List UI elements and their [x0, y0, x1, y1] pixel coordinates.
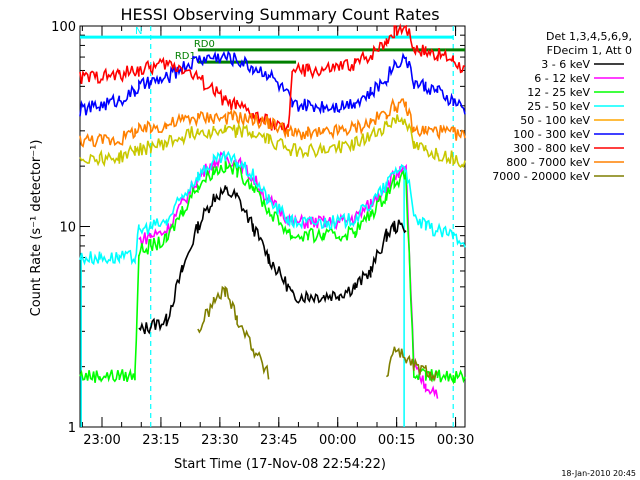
- legend-entry-label: 800 - 7000 keV: [506, 156, 590, 169]
- series-line: [197, 285, 438, 383]
- series-line: [79, 50, 466, 117]
- x-tick-label: 23:15: [142, 433, 179, 448]
- x-tick-label: 00:30: [437, 433, 474, 448]
- legend-entry-label: 50 - 100 keV: [520, 114, 590, 127]
- x-axis-label: Start Time (17-Nov-08 22:54:22): [174, 457, 386, 472]
- legend-header: Det 1,3,4,5,6,9,: [546, 30, 632, 43]
- x-tick-label: 23:45: [260, 433, 297, 448]
- legend-entry-label: 12 - 25 keV: [527, 86, 590, 99]
- legend-entry-label: 7000 - 20000 keV: [492, 170, 590, 183]
- legend: Det 1,3,4,5,6,9,FDecim 1, Att 03 - 6 keV…: [492, 30, 632, 183]
- footer-timestamp: 18-Jan-2010 20:45: [561, 469, 636, 478]
- annotation-label: RD0: [194, 39, 215, 50]
- y-tick-label: 10: [59, 221, 76, 236]
- legend-entry-label: 300 - 800 keV: [513, 142, 590, 155]
- chart-title: HESSI Observing Summary Count Rates: [120, 5, 439, 24]
- series-line: [79, 114, 466, 169]
- annotation-label: N: [135, 26, 142, 37]
- series-line: [79, 97, 466, 148]
- legend-entry-label: 100 - 300 keV: [513, 128, 590, 141]
- series-line: [138, 185, 407, 335]
- legend-header: FDecim 1, Att 0: [547, 44, 632, 57]
- series-line: [138, 150, 439, 399]
- series-line: [79, 159, 466, 385]
- x-tick-label: 23:30: [201, 433, 238, 448]
- series-line: [79, 150, 466, 266]
- annotation-label: RD1: [175, 51, 196, 62]
- y-axis-label: Count Rate (s⁻¹ detector⁻¹): [29, 140, 44, 317]
- plot-area: 1 10 100 23:00 23:15 23:30 23:45 00:00 00:15 00:3…: [51, 20, 474, 448]
- legend-entry-label: 3 - 6 keV: [541, 58, 590, 71]
- x-tick-label: 23:00: [83, 433, 120, 448]
- x-tick-label: 00:00: [319, 433, 356, 448]
- legend-entry-label: 25 - 50 keV: [527, 100, 590, 113]
- y-tick-label: 100: [51, 20, 76, 35]
- legend-entry-label: 6 - 12 keV: [534, 72, 590, 85]
- x-tick-label: 00:15: [378, 433, 415, 448]
- y-tick-label: 1: [68, 421, 76, 436]
